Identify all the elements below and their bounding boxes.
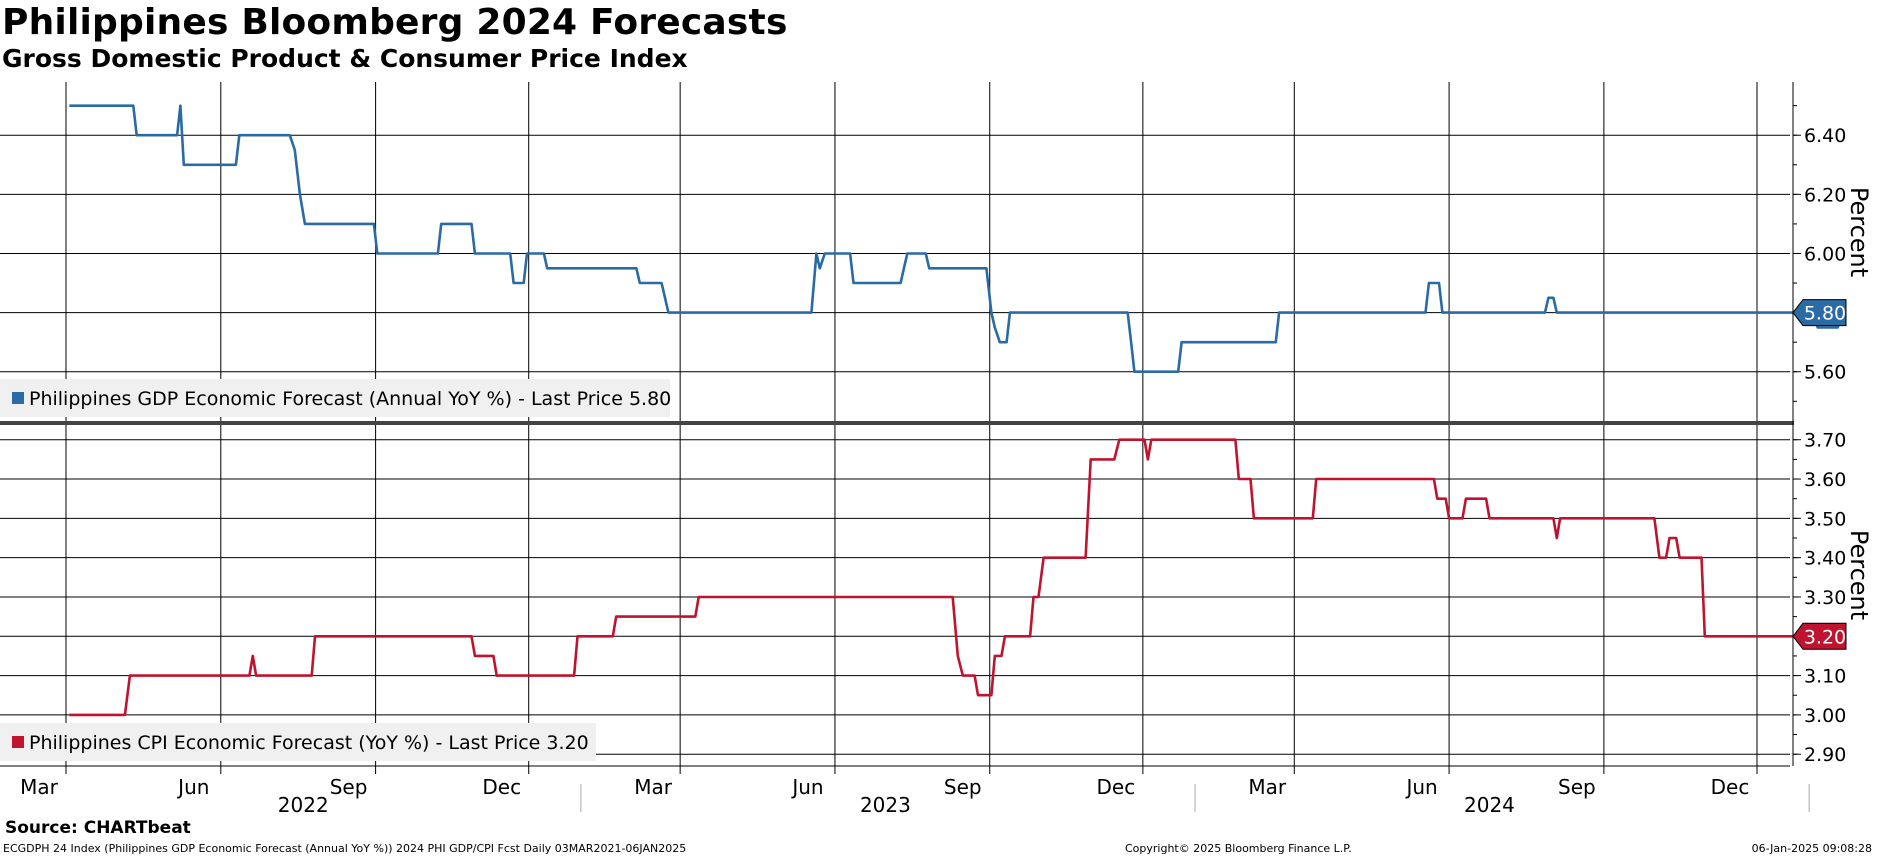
- legend-label: Philippines GDP Economic Forecast (Annua…: [29, 388, 671, 410]
- last-price-tag: 3.20: [1792, 622, 1847, 650]
- last-price-box: [1792, 299, 1847, 327]
- x-tick-label: Mar: [20, 775, 59, 799]
- y-tick-label: 3.30: [1804, 587, 1846, 609]
- last-price-value: 3.20: [1804, 626, 1846, 648]
- x-tick-label: Sep: [1558, 775, 1596, 799]
- footer-copyright: Copyright© 2025 Bloomberg Finance L.P.: [1125, 842, 1352, 855]
- legend-swatch: [12, 736, 24, 748]
- y-tick-label: 6.40: [1804, 125, 1846, 147]
- y-tick-label: 3.40: [1804, 548, 1846, 570]
- legend-box: [0, 379, 670, 417]
- y-tick-label: 3.00: [1804, 705, 1846, 727]
- y-tick-label: 2.90: [1804, 744, 1846, 766]
- last-price-box: [1792, 622, 1847, 650]
- x-tick-label: Jun: [790, 775, 823, 799]
- legend-box: [0, 723, 596, 761]
- x-tick-label: Mar: [634, 775, 673, 799]
- y-tick-label: 5.60: [1804, 362, 1846, 384]
- last-price-value: 5.80: [1804, 303, 1846, 325]
- x-tick-label: Dec: [482, 775, 521, 799]
- footer-description: ECGDPH 24 Index (Philippines GDP Economi…: [3, 842, 687, 855]
- y-tick-label: 3.70: [1804, 430, 1846, 452]
- last-price-tag: 5.80: [1792, 299, 1847, 327]
- series-line: [69, 438, 1842, 717]
- x-tick-label: Mar: [1248, 775, 1287, 799]
- x-year-label: 2023: [860, 793, 911, 817]
- y-axis-label: Percent: [1845, 187, 1873, 277]
- panel-divider: [0, 421, 1794, 425]
- chart-subtitle: Gross Domestic Product & Consumer Price …: [2, 44, 688, 73]
- footer-timestamp: 06-Jan-2025 09:08:28: [1751, 842, 1872, 855]
- y-tick-label: 3.50: [1804, 508, 1846, 530]
- x-tick-label: Dec: [1711, 775, 1750, 799]
- x-tick-label: Sep: [330, 775, 368, 799]
- legend-swatch: [12, 392, 24, 404]
- y-tick-label: 6.00: [1804, 243, 1846, 265]
- y-tick-label: 3.60: [1804, 469, 1846, 491]
- source-note: Source: CHARTbeat: [5, 818, 191, 838]
- legend-label: Philippines CPI Economic Forecast (YoY %…: [29, 732, 589, 754]
- x-tick-label: Jun: [176, 775, 209, 799]
- y-tick-label: 3.10: [1804, 666, 1846, 688]
- y-tick-label: 6.20: [1804, 184, 1846, 206]
- series-line: [69, 104, 1843, 373]
- x-year-label: 2024: [1464, 793, 1515, 817]
- x-tick-label: Dec: [1097, 775, 1136, 799]
- y-axis-label: Percent: [1845, 530, 1873, 620]
- x-tick-label: Sep: [944, 775, 982, 799]
- x-tick-label: Jun: [1404, 775, 1437, 799]
- chart-title: Philippines Bloomberg 2024 Forecasts: [2, 2, 788, 43]
- x-year-label: 2022: [278, 793, 329, 817]
